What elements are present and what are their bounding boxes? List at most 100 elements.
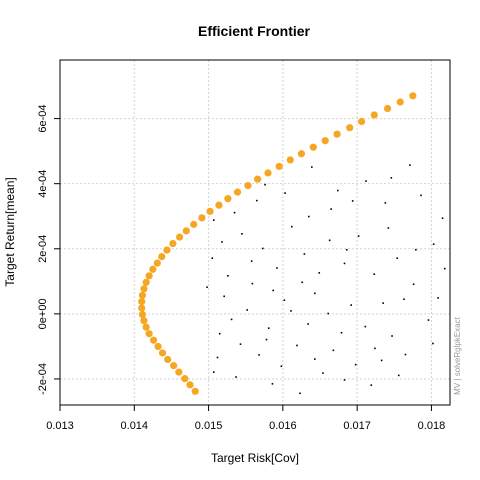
- portfolio-point: [332, 349, 335, 352]
- x-tick-label: 0.014: [121, 420, 149, 432]
- portfolio-point: [258, 354, 260, 356]
- portfolio-point: [283, 299, 286, 301]
- frontier-point: [321, 137, 329, 145]
- frontier-point: [233, 188, 242, 196]
- frontier-point: [384, 104, 392, 113]
- frontier-point: [176, 233, 184, 241]
- y-axis: -2e-04 0e+00 2e-04 4e-04 6e-04: [37, 105, 60, 395]
- portfolio-point: [318, 272, 321, 274]
- portfolio-point: [432, 342, 434, 345]
- portfolio-point: [409, 164, 411, 166]
- frontier-point: [164, 355, 172, 364]
- portfolio-point: [241, 233, 243, 235]
- portfolio-point: [227, 274, 229, 277]
- portfolio-point: [206, 286, 208, 288]
- frontier-point: [142, 278, 150, 286]
- random-portfolios-series: [206, 164, 446, 395]
- x-tick-label: 0.018: [418, 420, 446, 432]
- frontier-point: [158, 252, 166, 261]
- frontier-point: [309, 143, 317, 151]
- chart-title: Efficient Frontier: [198, 23, 311, 39]
- y-tick-label: 4e-04: [37, 170, 49, 198]
- portfolio-point: [314, 292, 316, 295]
- portfolio-point: [396, 257, 399, 260]
- portfolio-point: [216, 356, 219, 359]
- y-tick-label: 2e-04: [37, 235, 49, 263]
- frontier-point: [150, 336, 158, 344]
- portfolio-point: [290, 225, 293, 228]
- portfolio-point: [314, 358, 316, 360]
- portfolio-point: [290, 310, 292, 312]
- portfolio-point: [262, 247, 264, 250]
- portfolio-point: [391, 335, 393, 337]
- frontier-point: [138, 291, 147, 299]
- portfolio-point: [327, 312, 329, 315]
- frontier-point: [264, 169, 272, 177]
- y-tick-label: -2e-04: [37, 363, 49, 395]
- frontier-point: [142, 323, 150, 331]
- portfolio-point: [370, 384, 373, 386]
- x-tick-label: 0.015: [195, 420, 223, 432]
- portfolio-point: [272, 289, 274, 292]
- portfolio-point: [364, 325, 367, 328]
- frontier-series: [138, 92, 417, 395]
- portfolio-point: [357, 235, 360, 237]
- portfolio-point: [365, 180, 367, 182]
- portfolio-point: [223, 295, 225, 298]
- frontier-point: [138, 304, 146, 312]
- portfolio-point: [301, 281, 303, 284]
- portfolio-point: [441, 217, 444, 219]
- chart-caption: MV | solveRglpkExact: [453, 316, 462, 394]
- portfolio-point: [280, 365, 283, 368]
- frontier-point: [190, 220, 198, 228]
- portfolio-point: [303, 253, 306, 255]
- frontier-point: [206, 207, 214, 215]
- frontier-point: [224, 195, 232, 203]
- portfolio-point: [299, 392, 301, 395]
- portfolio-point: [387, 227, 390, 229]
- portfolio-point: [276, 267, 278, 269]
- frontier-point: [215, 201, 223, 209]
- portfolio-point: [311, 166, 313, 168]
- frontier-point: [145, 330, 153, 338]
- portfolio-point: [374, 347, 376, 350]
- portfolio-point: [218, 332, 221, 335]
- portfolio-point: [250, 260, 253, 262]
- frontier-point: [158, 349, 167, 357]
- frontier-point: [145, 272, 153, 280]
- portfolio-point: [296, 344, 298, 347]
- frontier-point: [346, 124, 354, 132]
- portfolio-point: [246, 309, 248, 311]
- y-tick-label: 0e+00: [37, 298, 49, 329]
- portfolio-point: [343, 379, 346, 381]
- portfolio-point: [351, 200, 354, 202]
- frontier-point: [396, 98, 404, 106]
- x-tick-label: 0.013: [46, 420, 74, 432]
- portfolio-point: [403, 298, 405, 301]
- frontier-point: [186, 381, 194, 389]
- portfolio-point: [251, 282, 254, 285]
- portfolio-point: [307, 323, 309, 325]
- frontier-point: [170, 362, 178, 370]
- portfolio-point: [404, 353, 407, 356]
- portfolio-point: [235, 376, 237, 378]
- frontier-point: [154, 342, 162, 351]
- portfolio-point: [256, 199, 258, 202]
- portfolio-point: [437, 297, 439, 299]
- portfolio-point: [330, 208, 332, 210]
- portfolio-point: [328, 239, 331, 242]
- frontier-point: [275, 162, 283, 171]
- portfolio-point: [239, 343, 242, 345]
- portfolio-point: [345, 248, 348, 251]
- x-axis: 0.013 0.014 0.015 0.016 0.017 0.018: [46, 405, 445, 432]
- portfolio-point: [420, 194, 422, 197]
- portfolio-point: [343, 262, 346, 265]
- portfolio-point: [390, 177, 393, 179]
- portfolio-point: [380, 359, 383, 362]
- frontier-point: [175, 368, 183, 376]
- portfolio-point: [233, 211, 236, 214]
- portfolio-point: [265, 338, 268, 341]
- plot-frame: [59, 59, 451, 406]
- portfolio-point: [427, 319, 430, 321]
